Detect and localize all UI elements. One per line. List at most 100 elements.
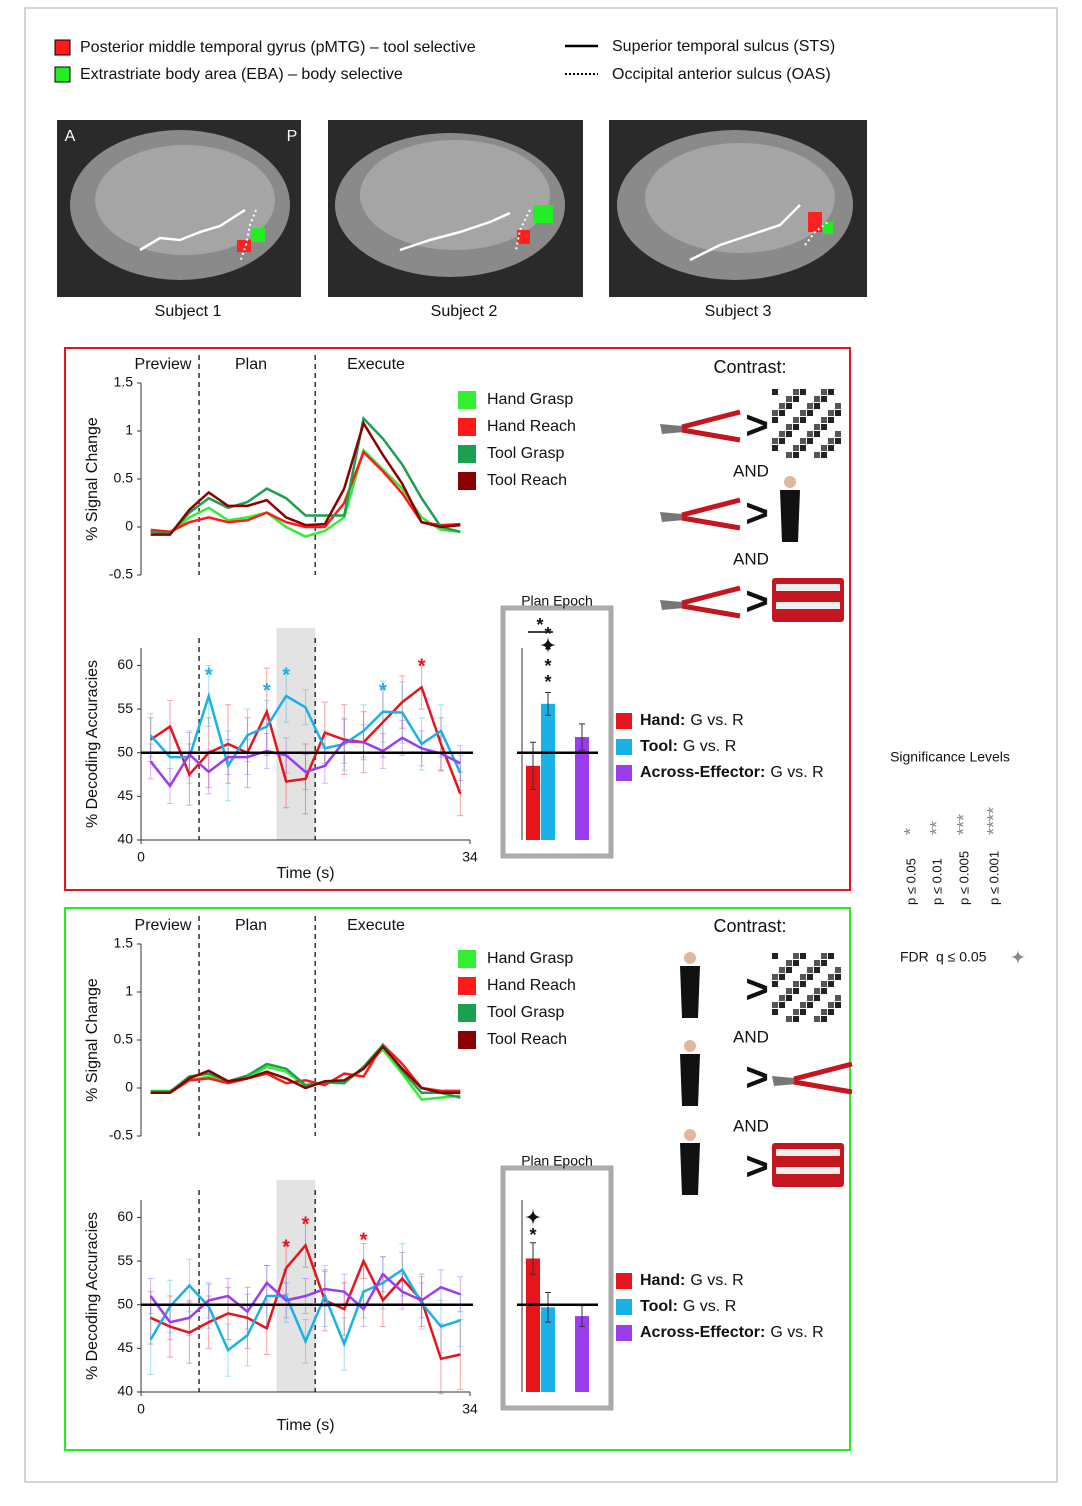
noise-cell bbox=[786, 960, 792, 966]
noise-cell bbox=[835, 967, 841, 973]
noise-cell bbox=[793, 452, 799, 458]
noise-cell bbox=[835, 1002, 841, 1008]
epoch-label: Plan bbox=[235, 356, 267, 373]
series-line bbox=[150, 447, 461, 538]
noise-cell bbox=[779, 431, 785, 437]
legend-label: G vs. R bbox=[683, 1298, 736, 1315]
significance-label: p ≤ 0.001 bbox=[986, 851, 1001, 905]
noise-cell bbox=[814, 452, 820, 458]
y-tick-label: 1.5 bbox=[114, 935, 134, 951]
noise-cell bbox=[835, 974, 841, 980]
fdr-threshold: q ≤ 0.05 bbox=[936, 949, 987, 965]
bus-part bbox=[776, 602, 840, 609]
noise-cell bbox=[835, 431, 841, 437]
noise-cell bbox=[814, 403, 820, 409]
noise-cell bbox=[772, 981, 778, 987]
epoch-shade bbox=[276, 1180, 316, 1392]
legend-label: Extrastriate body area (EBA) – body sele… bbox=[80, 66, 403, 83]
noise-cell bbox=[800, 445, 806, 451]
noise-cell bbox=[814, 995, 820, 1001]
contrast-operator: > bbox=[745, 404, 768, 448]
pliers-part bbox=[681, 497, 741, 518]
noise-cell bbox=[835, 410, 841, 416]
significance-label: p ≤ 0.05 bbox=[903, 858, 918, 905]
noise-cell bbox=[772, 953, 778, 959]
noise-cell bbox=[800, 974, 806, 980]
x-axis-label: Time (s) bbox=[276, 1417, 334, 1434]
y-tick-label: 45 bbox=[117, 1339, 133, 1355]
legend-swatch bbox=[458, 1031, 476, 1049]
bus-part bbox=[776, 1167, 840, 1174]
epoch-box bbox=[500, 605, 614, 859]
noise-cell bbox=[772, 389, 778, 395]
body-part bbox=[780, 490, 800, 542]
legend-label: Hand Grasp bbox=[487, 391, 573, 408]
significance-star: * bbox=[536, 615, 543, 635]
legend-label: Superior temporal sulcus (STS) bbox=[612, 38, 835, 55]
pliers-part bbox=[681, 515, 741, 531]
noise-cell bbox=[821, 960, 827, 966]
legend-label: Hand: bbox=[640, 712, 685, 729]
significance-star: * bbox=[263, 680, 271, 702]
legend-swatch bbox=[616, 1325, 632, 1341]
legend-label: G vs. R bbox=[690, 712, 743, 729]
brain-image bbox=[57, 120, 301, 297]
pliers-part bbox=[772, 1076, 796, 1086]
legend-label: Tool: bbox=[640, 1298, 678, 1315]
noise-cell bbox=[793, 981, 799, 987]
noise-cell bbox=[800, 417, 806, 423]
noise-cell bbox=[828, 438, 834, 444]
body-part bbox=[680, 1143, 700, 1195]
noise-cell bbox=[800, 1002, 806, 1008]
significance-star: * bbox=[379, 680, 387, 702]
significance-stars: *** bbox=[954, 814, 974, 835]
y-tick-label: -0.5 bbox=[109, 1127, 133, 1143]
series-line bbox=[149, 1272, 461, 1324]
error-bar bbox=[147, 743, 154, 780]
brain-image bbox=[328, 120, 583, 297]
noise-cell bbox=[821, 1009, 827, 1015]
contrast-operator: > bbox=[745, 580, 768, 624]
noise-cell bbox=[793, 424, 799, 430]
epoch-label: Execute bbox=[347, 917, 405, 934]
noise-cell bbox=[793, 1009, 799, 1015]
y-tick-label: 45 bbox=[117, 787, 133, 803]
bar bbox=[575, 1316, 589, 1392]
pliers-part bbox=[681, 409, 741, 430]
x-axis-label: Time (s) bbox=[276, 865, 334, 882]
noise-cell bbox=[835, 438, 841, 444]
noise-cell bbox=[828, 389, 834, 395]
fdr-label: FDR bbox=[900, 949, 929, 965]
pliers-part bbox=[681, 427, 741, 443]
noise-cell bbox=[793, 417, 799, 423]
significance-stars: **** bbox=[984, 807, 1004, 835]
series-line bbox=[150, 420, 461, 536]
contrast-operator: > bbox=[745, 492, 768, 536]
y-tick-label: 0 bbox=[125, 518, 133, 534]
y-tick-label: 40 bbox=[117, 831, 133, 847]
body-image bbox=[780, 476, 800, 542]
legend-label: G vs. R bbox=[770, 764, 823, 781]
noise-cell bbox=[786, 396, 792, 402]
legend-swatch bbox=[458, 977, 476, 995]
y-tick-label: 1 bbox=[125, 983, 133, 999]
significance-star: * bbox=[205, 664, 213, 686]
noise-cell bbox=[835, 995, 841, 1001]
y-tick-label: 0 bbox=[125, 1079, 133, 1095]
noise-cell bbox=[786, 403, 792, 409]
noise-cell bbox=[814, 960, 820, 966]
noise-cell bbox=[821, 396, 827, 402]
noise-cell bbox=[828, 981, 834, 987]
legend-swatch bbox=[458, 472, 476, 490]
legend-label: Hand Reach bbox=[487, 977, 576, 994]
bus-image bbox=[772, 1143, 844, 1187]
legend-label: G vs. R bbox=[683, 738, 736, 755]
significance-label: p ≤ 0.005 bbox=[956, 851, 971, 905]
noise-cell bbox=[814, 988, 820, 994]
pliers-part bbox=[793, 1079, 853, 1095]
fdr-marker bbox=[524, 1208, 542, 1226]
body-part bbox=[680, 966, 700, 1018]
legend-swatch bbox=[458, 1004, 476, 1022]
noise-cell bbox=[772, 438, 778, 444]
